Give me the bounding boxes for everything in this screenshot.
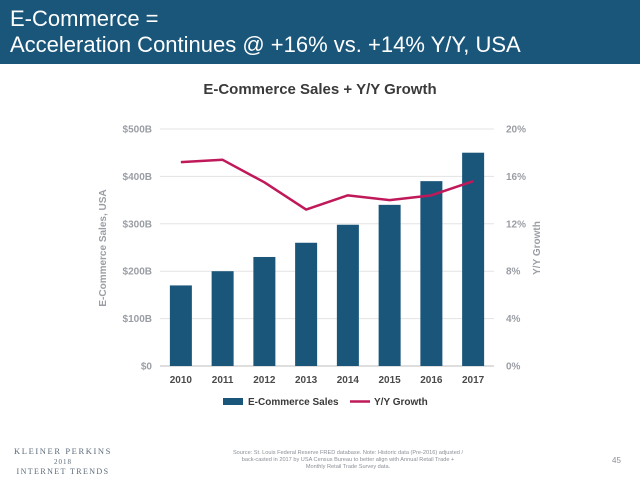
x-tick-label: 2012	[253, 375, 276, 386]
y2-tick-label: 20%	[506, 125, 526, 136]
title-banner: E-Commerce = Acceleration Continues @ +1…	[0, 0, 640, 64]
bar	[336, 224, 359, 366]
x-tick-label: 2010	[170, 375, 193, 386]
source-note: Source: St. Louis Federal Reserve FRED d…	[232, 450, 464, 470]
page-number: 45	[612, 456, 621, 465]
y-tick-label: $0	[141, 362, 153, 373]
bar	[462, 152, 485, 366]
logo-line1: KLEINER PERKINS	[14, 446, 112, 456]
x-tick-label: 2013	[295, 375, 318, 386]
x-tick-label: 2011	[212, 375, 234, 386]
growth-line	[180, 158, 474, 211]
slide-title-line1: E-Commerce =	[10, 6, 159, 31]
legend-line-label: Y/Y Growth	[374, 397, 428, 408]
y-tick-label: $100B	[123, 314, 152, 325]
y-tick-label: $200B	[123, 267, 152, 278]
bar	[211, 271, 234, 366]
kpcb-logo: KLEINER PERKINS 2018 INTERNET TRENDS	[8, 446, 118, 476]
x-tick-label: 2017	[462, 375, 485, 386]
bar	[378, 204, 401, 366]
y2-tick-label: 8%	[506, 267, 521, 278]
bar	[169, 285, 192, 366]
bar	[420, 181, 443, 366]
ecommerce-chart: E-Commerce Sales + Y/Y Growth $0 0% $100B 4…	[98, 81, 543, 408]
y-axis-label: E-Commerce Sales, USA	[98, 189, 109, 306]
y2-tick-label: 0%	[506, 362, 521, 373]
legend: E-Commerce Sales Y/Y Growth	[223, 397, 428, 408]
x-tick-label: 2016	[420, 375, 443, 386]
y2-tick-label: 12%	[506, 219, 526, 230]
y-tick-label: $400B	[123, 172, 152, 183]
logo-line2: 2018	[54, 458, 72, 466]
chart-title: E-Commerce Sales + Y/Y Growth	[203, 81, 436, 98]
legend-bar-label: E-Commerce Sales	[248, 397, 339, 408]
y2-tick-label: 16%	[506, 172, 526, 183]
y-tick-label: $500B	[123, 125, 152, 136]
y2-tick-label: 4%	[506, 314, 521, 325]
logo-line3: INTERNET TRENDS	[16, 467, 110, 476]
bar	[253, 256, 276, 366]
y2-axis-label: Y/Y Growth	[532, 221, 543, 275]
slide-title-line2: Acceleration Continues @ +16% vs. +14% Y…	[10, 32, 521, 57]
x-tick-label: 2014	[337, 375, 360, 386]
legend-bar-swatch	[223, 398, 243, 405]
x-tick-label: 2015	[379, 375, 402, 386]
y-tick-label: $300B	[123, 219, 152, 230]
bar	[295, 242, 318, 366]
